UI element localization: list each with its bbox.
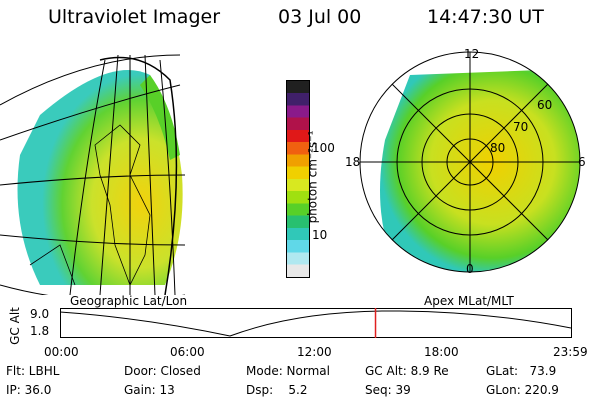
left-panel-label: Geographic Lat/Lon bbox=[70, 294, 188, 308]
colorbar-label: photon cm⁻²s⁻¹ bbox=[305, 130, 320, 224]
timeline-ylabel: GC Alt bbox=[7, 307, 22, 345]
mlt-label-0: 0 bbox=[466, 262, 474, 276]
info-dsp: Dsp: 5.2 bbox=[246, 383, 308, 397]
lat-label-70: 70 bbox=[513, 120, 529, 134]
timeline-xtick-0: 00:00 bbox=[44, 345, 79, 359]
info-door: Door: Closed bbox=[124, 364, 201, 378]
timeline-plot bbox=[59, 308, 572, 338]
info-gain: Gain: 13 bbox=[124, 383, 175, 397]
lat-label-60: 60 bbox=[537, 98, 553, 112]
mlt-label-18: 18 bbox=[345, 155, 361, 169]
info-mode: Mode: Normal bbox=[246, 364, 330, 378]
polar-plot bbox=[359, 51, 581, 273]
timeline-xtick-3: 18:00 bbox=[424, 345, 459, 359]
lat-label-80: 80 bbox=[490, 141, 506, 155]
info-ip: IP: 36.0 bbox=[6, 383, 52, 397]
timeline-xtick-1: 06:00 bbox=[170, 345, 205, 359]
date-label: 03 Jul 00 bbox=[278, 6, 362, 28]
mlt-label-12: 12 bbox=[464, 47, 480, 61]
colorbar-tick-100: 100 bbox=[312, 141, 335, 155]
time-label: 14:47:30 UT bbox=[427, 6, 544, 28]
timeline-ytick-1-8: 1.8 bbox=[30, 324, 50, 338]
info-glon: GLon: 220.9 bbox=[486, 383, 559, 397]
timeline-xtick-4: 23:59 bbox=[553, 345, 588, 359]
timeline-xtick-2: 12:00 bbox=[297, 345, 332, 359]
geographic-image bbox=[0, 54, 186, 295]
right-panel-label: Apex MLat/MLT bbox=[424, 294, 514, 308]
app-title: Ultraviolet Imager bbox=[48, 6, 221, 28]
timeline-ytick-9: 9.0 bbox=[30, 307, 50, 321]
info-gcalt: GC Alt: 8.9 Re bbox=[365, 364, 449, 378]
colorbar-tick-10: 10 bbox=[312, 228, 328, 242]
info-glat: GLat: 73.9 bbox=[486, 364, 557, 378]
colorbar bbox=[286, 80, 310, 278]
info-flt: Flt: LBHL bbox=[6, 364, 60, 378]
info-seq: Seq: 39 bbox=[365, 383, 411, 397]
mlt-label-6: 6 bbox=[578, 155, 586, 169]
